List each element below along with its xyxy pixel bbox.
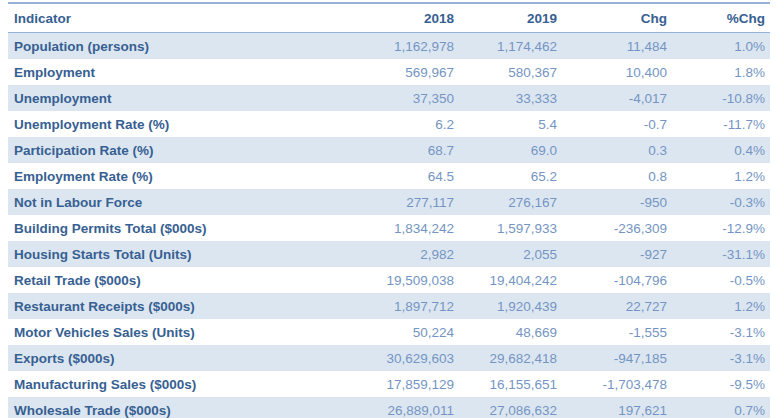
pctchg-cell: -0.3% <box>671 189 770 215</box>
value-2018-cell: 569,967 <box>380 59 458 85</box>
table-row: Not in Labour Force277,117276,167-950-0.… <box>8 189 770 215</box>
table-row: Building Permits Total ($000s)1,834,2421… <box>8 215 770 241</box>
indicator-cell: Building Permits Total ($000s) <box>8 215 380 241</box>
indicator-cell: Retail Trade ($000s) <box>8 267 380 293</box>
indicator-cell: Housing Starts Total (Units) <box>8 241 380 267</box>
table-row: Restaurant Receipts ($000s)1,897,7121,92… <box>8 293 770 319</box>
indicator-cell: Population (persons) <box>8 33 380 60</box>
value-2019-cell: 276,167 <box>458 189 561 215</box>
chg-cell: -1,703,478 <box>561 371 671 397</box>
chg-cell: 0.8 <box>561 163 671 189</box>
chg-cell: 22,727 <box>561 293 671 319</box>
value-2018-cell: 26,889,011 <box>380 397 458 418</box>
value-2019-cell: 16,155,651 <box>458 371 561 397</box>
table-row: Motor Vehicles Sales (Units)50,22448,669… <box>8 319 770 345</box>
table-row: Participation Rate (%)68.769.00.30.4% <box>8 137 770 163</box>
value-2018-cell: 64.5 <box>380 163 458 189</box>
indicator-cell: Unemployment <box>8 85 380 111</box>
table-row: Retail Trade ($000s)19,509,03819,404,242… <box>8 267 770 293</box>
value-2019-cell: 1,920,439 <box>458 293 561 319</box>
table-row: Population (persons)1,162,9781,174,46211… <box>8 33 770 60</box>
value-2018-cell: 50,224 <box>380 319 458 345</box>
chg-cell: 197,621 <box>561 397 671 418</box>
table-row: Unemployment Rate (%)6.25.4-0.7-11.7% <box>8 111 770 137</box>
pctchg-cell: 1.8% <box>671 59 770 85</box>
pctchg-cell: -0.5% <box>671 267 770 293</box>
chg-cell: -927 <box>561 241 671 267</box>
economic-indicators-table: Indicator 2018 2019 Chg %Chg Population … <box>8 2 770 418</box>
pctchg-cell: 1.2% <box>671 163 770 189</box>
table-row: Exports ($000s)30,629,60329,682,418-947,… <box>8 345 770 371</box>
value-2019-cell: 580,367 <box>458 59 561 85</box>
table-row: Unemployment37,35033,333-4,017-10.8% <box>8 85 770 111</box>
indicator-cell: Unemployment Rate (%) <box>8 111 380 137</box>
pctchg-cell: 0.4% <box>671 137 770 163</box>
table-row: Manufacturing Sales ($000s)17,859,12916,… <box>8 371 770 397</box>
indicator-cell: Exports ($000s) <box>8 345 380 371</box>
value-2019-cell: 27,086,632 <box>458 397 561 418</box>
column-header-2019: 2019 <box>458 3 561 33</box>
chg-cell: -236,309 <box>561 215 671 241</box>
value-2019-cell: 33,333 <box>458 85 561 111</box>
pctchg-cell: -11.7% <box>671 111 770 137</box>
table-row: Employment569,967580,36710,4001.8% <box>8 59 770 85</box>
value-2019-cell: 2,055 <box>458 241 561 267</box>
indicator-cell: Employment <box>8 59 380 85</box>
pctchg-cell: -12.9% <box>671 215 770 241</box>
table-body: Population (persons)1,162,9781,174,46211… <box>8 33 770 418</box>
table-row: Housing Starts Total (Units)2,9822,055-9… <box>8 241 770 267</box>
value-2018-cell: 6.2 <box>380 111 458 137</box>
pctchg-cell: -31.1% <box>671 241 770 267</box>
chg-cell: 11,484 <box>561 33 671 60</box>
indicator-cell: Manufacturing Sales ($000s) <box>8 371 380 397</box>
chg-cell: -947,185 <box>561 345 671 371</box>
pctchg-cell: -3.1% <box>671 345 770 371</box>
value-2018-cell: 19,509,038 <box>380 267 458 293</box>
value-2018-cell: 2,982 <box>380 241 458 267</box>
value-2018-cell: 277,117 <box>380 189 458 215</box>
chg-cell: -950 <box>561 189 671 215</box>
value-2019-cell: 1,597,933 <box>458 215 561 241</box>
indicator-cell: Wholesale Trade ($000s) <box>8 397 380 418</box>
indicator-cell: Restaurant Receipts ($000s) <box>8 293 380 319</box>
pctchg-cell: 1.2% <box>671 293 770 319</box>
table-row: Wholesale Trade ($000s)26,889,01127,086,… <box>8 397 770 418</box>
value-2019-cell: 48,669 <box>458 319 561 345</box>
value-2018-cell: 1,162,978 <box>380 33 458 60</box>
column-header-pctchg: %Chg <box>671 3 770 33</box>
chg-cell: 0.3 <box>561 137 671 163</box>
column-header-chg: Chg <box>561 3 671 33</box>
pctchg-cell: 0.7% <box>671 397 770 418</box>
value-2019-cell: 1,174,462 <box>458 33 561 60</box>
value-2019-cell: 29,682,418 <box>458 345 561 371</box>
header-row: Indicator 2018 2019 Chg %Chg <box>8 3 770 33</box>
value-2019-cell: 69.0 <box>458 137 561 163</box>
pctchg-cell: -10.8% <box>671 85 770 111</box>
pctchg-cell: -9.5% <box>671 371 770 397</box>
value-2018-cell: 1,834,242 <box>380 215 458 241</box>
value-2018-cell: 68.7 <box>380 137 458 163</box>
economic-indicators-page: Indicator 2018 2019 Chg %Chg Population … <box>0 0 779 418</box>
value-2018-cell: 1,897,712 <box>380 293 458 319</box>
indicator-cell: Employment Rate (%) <box>8 163 380 189</box>
chg-cell: -0.7 <box>561 111 671 137</box>
value-2018-cell: 17,859,129 <box>380 371 458 397</box>
indicator-cell: Not in Labour Force <box>8 189 380 215</box>
chg-cell: 10,400 <box>561 59 671 85</box>
value-2019-cell: 19,404,242 <box>458 267 561 293</box>
value-2019-cell: 65.2 <box>458 163 561 189</box>
pctchg-cell: -3.1% <box>671 319 770 345</box>
indicator-cell: Participation Rate (%) <box>8 137 380 163</box>
pctchg-cell: 1.0% <box>671 33 770 60</box>
indicator-cell: Motor Vehicles Sales (Units) <box>8 319 380 345</box>
value-2018-cell: 37,350 <box>380 85 458 111</box>
table-row: Employment Rate (%)64.565.20.81.2% <box>8 163 770 189</box>
column-header-2018: 2018 <box>380 3 458 33</box>
column-header-indicator: Indicator <box>8 3 380 33</box>
chg-cell: -4,017 <box>561 85 671 111</box>
chg-cell: -1,555 <box>561 319 671 345</box>
value-2018-cell: 30,629,603 <box>380 345 458 371</box>
chg-cell: -104,796 <box>561 267 671 293</box>
value-2019-cell: 5.4 <box>458 111 561 137</box>
